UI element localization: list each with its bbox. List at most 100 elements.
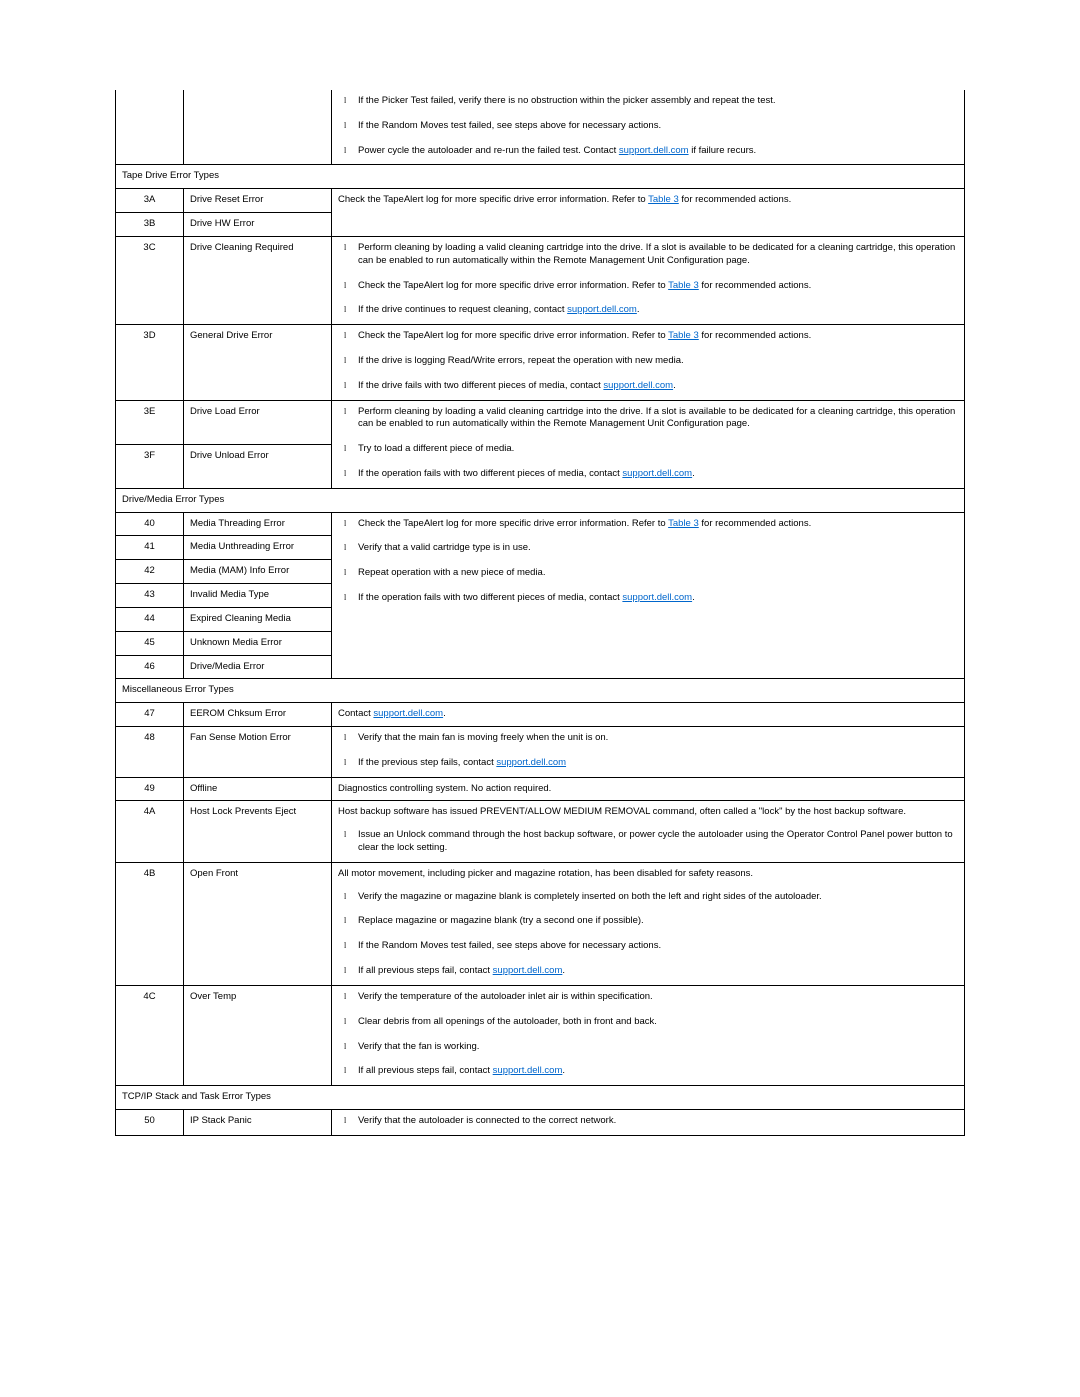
error-name: Host Lock Prevents Eject	[184, 801, 332, 862]
error-code: 43	[116, 584, 184, 608]
error-name: Invalid Media Type	[184, 584, 332, 608]
action-item: Perform cleaning by loading a valid clea…	[358, 242, 958, 280]
error-name: IP Stack Panic	[184, 1109, 332, 1135]
section-header: Tape Drive Error Types	[116, 165, 965, 189]
support-link[interactable]: support.dell.com	[619, 145, 689, 156]
action-item: Clear debris from all openings of the au…	[358, 1016, 958, 1041]
error-code: 3F	[116, 444, 184, 488]
error-code: 3C	[116, 236, 184, 324]
error-code: 4C	[116, 985, 184, 1085]
support-link[interactable]: support.dell.com	[603, 380, 673, 391]
action-item: Verify that the autoloader is connected …	[358, 1115, 958, 1130]
table-row: 3CDrive Cleaning RequiredPerform cleanin…	[116, 236, 965, 324]
error-name: Drive Unload Error	[184, 444, 332, 488]
support-link[interactable]: support.dell.com	[373, 708, 443, 719]
error-name: Open Front	[184, 862, 332, 985]
section-header: Miscellaneous Error Types	[116, 679, 965, 703]
action-cell: Perform cleaning by loading a valid clea…	[332, 400, 965, 488]
error-name	[184, 90, 332, 165]
error-code: 4B	[116, 862, 184, 985]
action-cell: Verify the temperature of the autoloader…	[332, 985, 965, 1085]
support-link[interactable]: support.dell.com	[496, 757, 566, 768]
support-link[interactable]: support.dell.com	[622, 592, 692, 603]
table-row: 3DGeneral Drive ErrorCheck the TapeAlert…	[116, 325, 965, 400]
error-code: 46	[116, 655, 184, 679]
table3-link[interactable]: Table 3	[648, 194, 679, 205]
error-name: Drive Load Error	[184, 400, 332, 444]
table-row: 49OfflineDiagnostics controlling system.…	[116, 777, 965, 801]
action-item: Issue an Unlock command through the host…	[358, 829, 958, 857]
error-code: 42	[116, 560, 184, 584]
action-item: Verify that the main fan is moving freel…	[358, 732, 958, 757]
action-cell: Check the TapeAlert log for more specifi…	[332, 325, 965, 400]
table-row: 4AHost Lock Prevents EjectHost backup so…	[116, 801, 965, 862]
table3-link[interactable]: Table 3	[668, 518, 699, 529]
action-item: Repeat operation with a new piece of med…	[358, 567, 958, 592]
table-row: 4COver Temp Verify the temperature of the…	[116, 985, 965, 1085]
error-name: Expired Cleaning Media	[184, 607, 332, 631]
action-cell: Verify that the main fan is moving freel…	[332, 726, 965, 777]
error-code: 49	[116, 777, 184, 801]
action-item: Try to load a different piece of media.	[358, 443, 958, 468]
action-item: If all previous steps fail, contact supp…	[358, 965, 958, 980]
action-cell: Diagnostics controlling system. No actio…	[332, 777, 965, 801]
error-name: Over Temp	[184, 985, 332, 1085]
action-item: Verify the temperature of the autoloader…	[358, 991, 958, 1016]
error-code: 40	[116, 512, 184, 536]
error-code	[116, 90, 184, 165]
action-item: Check the TapeAlert log for more specifi…	[358, 330, 958, 355]
error-code: 47	[116, 703, 184, 727]
error-name: Media (MAM) Info Error	[184, 560, 332, 584]
error-name: Media Threading Error	[184, 512, 332, 536]
action-item: If the drive continues to request cleani…	[358, 304, 958, 319]
action-cell: Contact support.dell.com.	[332, 703, 965, 727]
action-cell: All motor movement, including picker and…	[332, 862, 965, 985]
error-name: Media Unthreading Error	[184, 536, 332, 560]
error-name: EEROM Chksum Error	[184, 703, 332, 727]
action-cell: If the Picker Test failed, verify there …	[332, 90, 965, 165]
action-item: If the previous step fails, contact supp…	[358, 757, 958, 772]
table3-link[interactable]: Table 3	[668, 280, 699, 291]
table-row: 3EDrive Load ErrorPerform cleaning by lo…	[116, 400, 965, 444]
support-link[interactable]: support.dell.com	[493, 965, 563, 976]
action-item: If all previous steps fail, contact supp…	[358, 1065, 958, 1080]
error-name: Unknown Media Error	[184, 631, 332, 655]
action-item: Perform cleaning by loading a valid clea…	[358, 406, 958, 444]
action-cell: Host backup software has issued PREVENT/…	[332, 801, 965, 862]
error-code: 3A	[116, 189, 184, 213]
table3-link[interactable]: Table 3	[668, 330, 699, 341]
error-name: Drive HW Error	[184, 213, 332, 237]
error-code: 50	[116, 1109, 184, 1135]
table-row: 50IP Stack Panic Verify that the autoload…	[116, 1109, 965, 1135]
support-link[interactable]: support.dell.com	[493, 1065, 563, 1076]
error-codes-table: If the Picker Test failed, verify there …	[115, 90, 965, 1136]
action-cell: Check the TapeAlert log for more specifi…	[332, 189, 965, 237]
action-item: Replace magazine or magazine blank (try …	[358, 915, 958, 940]
error-name: Drive/Media Error	[184, 655, 332, 679]
error-code: 41	[116, 536, 184, 560]
support-link[interactable]: support.dell.com	[567, 304, 637, 315]
error-code: 3D	[116, 325, 184, 400]
action-item: If the operation fails with two differen…	[358, 592, 958, 607]
action-cell: Perform cleaning by loading a valid clea…	[332, 236, 965, 324]
error-name: Offline	[184, 777, 332, 801]
error-name: Fan Sense Motion Error	[184, 726, 332, 777]
support-link[interactable]: support.dell.com	[622, 468, 692, 479]
action-item: Verify that a valid cartridge type is in…	[358, 542, 958, 567]
action-item: Check the TapeAlert log for more specifi…	[358, 518, 958, 543]
action-cell: Check the TapeAlert log for more specifi…	[332, 512, 965, 679]
error-code: 45	[116, 631, 184, 655]
table-row: 48Fan Sense Motion Error Verify that the …	[116, 726, 965, 777]
action-cell: Verify that the autoloader is connected …	[332, 1109, 965, 1135]
error-code: 3B	[116, 213, 184, 237]
action-item: If the operation fails with two differen…	[358, 468, 958, 483]
section-header: Drive/Media Error Types	[116, 488, 965, 512]
table-row: 3ADrive Reset ErrorCheck the TapeAlert l…	[116, 189, 965, 213]
section-header: TCP/IP Stack and Task Error Types	[116, 1086, 965, 1110]
action-item: If the drive fails with two different pi…	[358, 380, 958, 395]
error-code: 4A	[116, 801, 184, 862]
action-item: If the Picker Test failed, verify there …	[358, 95, 958, 120]
error-code: 48	[116, 726, 184, 777]
action-item: Power cycle the autoloader and re-run th…	[358, 145, 958, 160]
action-item: If the drive is logging Read/Write error…	[358, 355, 958, 380]
